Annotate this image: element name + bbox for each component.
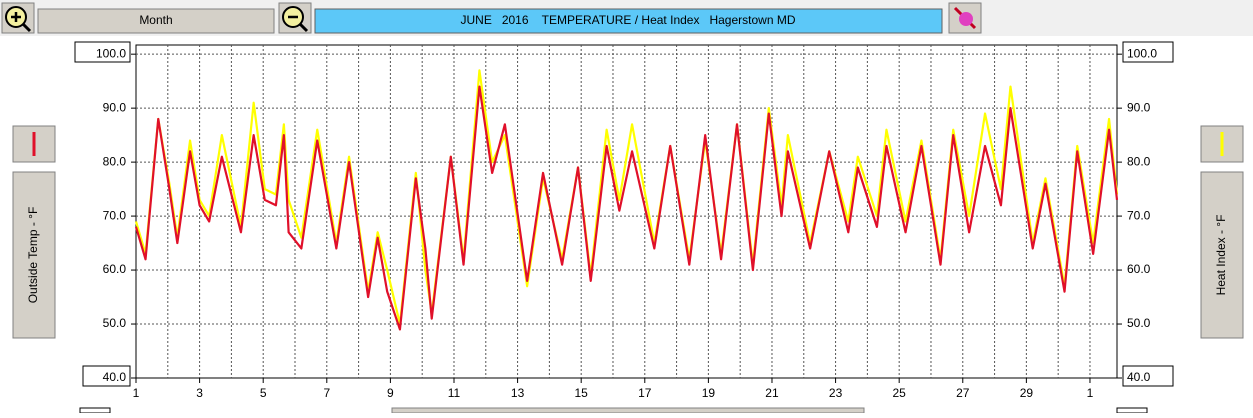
y2-tick-label: 80.0: [1127, 154, 1151, 168]
x-tick-label: 7: [323, 386, 330, 400]
x-tick-label: 27: [956, 386, 970, 400]
x-tick-label: 1: [133, 386, 140, 400]
y-tick-label: 100.0: [96, 46, 126, 60]
scroll-left[interactable]: [79, 407, 111, 414]
y2-tick-label: 70.0: [1127, 208, 1151, 222]
y2-tick-label: 60.0: [1127, 262, 1151, 276]
zoom-in-button[interactable]: [1, 2, 35, 34]
left-legend: Outside Temp - °F: [12, 125, 56, 339]
x-tick-label: 23: [829, 386, 843, 400]
y-top-box: [74, 41, 131, 63]
x-tick-label: 29: [1020, 386, 1034, 400]
y-bottom-box: [82, 365, 131, 387]
x-tick-label: 1: [1087, 386, 1094, 400]
y2-tick-label: 90.0: [1127, 100, 1151, 114]
chart-title: JUNE 2016 TEMPERATURE / Heat Index Hager…: [460, 13, 795, 27]
y-axis-label: Outside Temp - °F: [26, 207, 40, 304]
scrollbar-thumb[interactable]: [391, 407, 865, 414]
zoom-out-button[interactable]: [278, 2, 312, 34]
y-tick-label: 90.0: [103, 100, 127, 114]
y-tick-label: 50.0: [103, 316, 127, 330]
y2-bottom-box: [1122, 365, 1174, 387]
range-button[interactable]: [37, 8, 275, 34]
ylabel-button[interactable]: [12, 171, 56, 339]
right-legend: Heat Index - °F: [1200, 125, 1244, 339]
x-tick-label: 15: [575, 386, 589, 400]
scroll-right[interactable]: [1116, 407, 1148, 414]
x-tick-label: 11: [448, 386, 461, 400]
series-line: [134, 85, 1119, 331]
y2-top-box: [1122, 41, 1174, 63]
settings-icon[interactable]: [948, 2, 982, 34]
x-tick-label: 17: [638, 386, 652, 400]
y2-tick-label: 100.0: [1127, 46, 1157, 60]
y-tick-label: 60.0: [103, 262, 127, 276]
y-tick-label: 40.0: [103, 370, 127, 384]
range-button-label: Month: [139, 13, 172, 27]
x-tick-label: 21: [765, 386, 779, 400]
y2-axis-label: Heat Index - °F: [1214, 215, 1228, 296]
y2-tick-label: 40.0: [1127, 370, 1151, 384]
y2-tick-label: 50.0: [1127, 316, 1151, 330]
x-tick-label: 5: [260, 386, 267, 400]
x-tick-label: 25: [892, 386, 906, 400]
y2label-button[interactable]: [1200, 171, 1244, 339]
y-tick-label: 80.0: [103, 154, 127, 168]
plot-area: [135, 44, 1118, 379]
title-bar: [314, 8, 943, 34]
x-tick-label: 3: [196, 386, 203, 400]
y-tick-label: 70.0: [103, 208, 127, 222]
x-tick-label: 9: [387, 386, 394, 400]
x-tick-label: 19: [702, 386, 716, 400]
x-tick-label: 13: [511, 386, 525, 400]
